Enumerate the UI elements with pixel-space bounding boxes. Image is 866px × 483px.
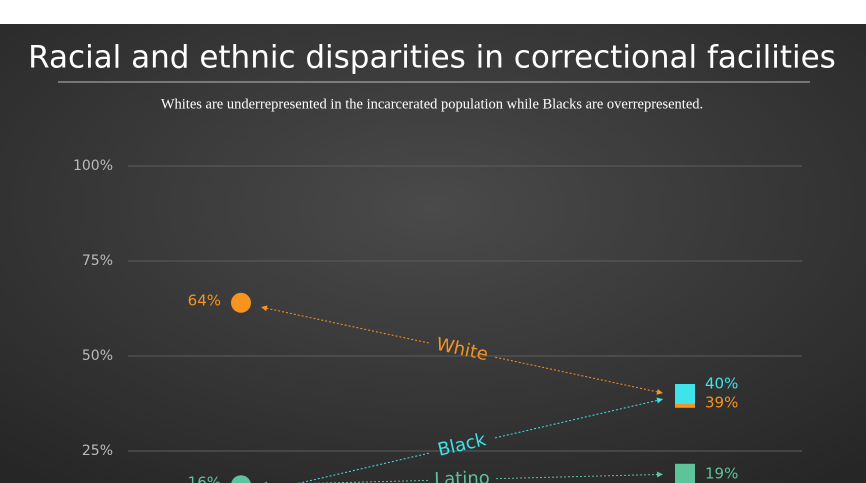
value-label: 64% [188,291,221,309]
point [675,463,695,483]
value-label: 19% [705,464,738,482]
point [231,292,251,313]
arrow-head [261,305,268,312]
top-bar [0,0,866,24]
point [675,384,695,404]
value-label: 40% [705,375,738,393]
y-tick-label: 25% [82,443,113,459]
connector [297,398,664,483]
arrow-head [656,471,663,478]
y-tick-label: 100% [73,158,113,174]
series-label: Latino [434,468,490,483]
arrow-head [656,397,663,404]
value-label: 39% [705,393,738,411]
arrow-head [656,388,663,395]
y-tick-label: 75% [82,253,113,269]
point [231,475,251,483]
connector [260,306,664,394]
y-tick-label: 50% [82,348,113,364]
background [0,24,866,483]
chart-title: Racial and ethnic disparities in correct… [28,40,836,76]
value-label: 16% [188,474,221,483]
chart-subtitle: Whites are underrepresented in the incar… [161,96,703,112]
